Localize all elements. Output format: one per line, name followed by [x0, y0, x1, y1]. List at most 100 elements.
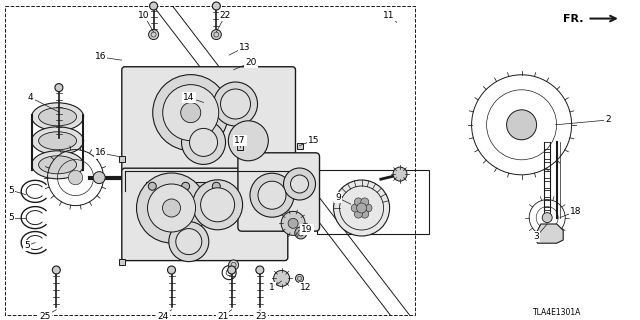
Text: 5: 5 [9, 186, 14, 195]
Text: 20: 20 [245, 58, 257, 67]
Polygon shape [146, 182, 223, 191]
Bar [544, 162, 550, 169]
Polygon shape [534, 224, 563, 243]
Circle shape [284, 168, 316, 200]
Text: 21: 21 [217, 312, 228, 320]
Text: 16: 16 [95, 148, 106, 157]
Circle shape [258, 181, 286, 209]
Circle shape [291, 175, 308, 193]
Circle shape [507, 110, 536, 140]
Circle shape [364, 204, 372, 212]
Text: TLA4E1301A: TLA4E1301A [532, 308, 581, 317]
Circle shape [136, 173, 207, 243]
Text: 12: 12 [300, 284, 312, 292]
Circle shape [212, 182, 220, 190]
Text: 24: 24 [157, 312, 169, 320]
Circle shape [55, 84, 63, 92]
Bar [544, 210, 550, 217]
Bar [118, 260, 125, 265]
Circle shape [281, 211, 305, 235]
Circle shape [176, 228, 202, 255]
Circle shape [169, 221, 209, 262]
Circle shape [228, 266, 236, 274]
Bar [118, 156, 125, 162]
Bar [544, 181, 550, 188]
Circle shape [148, 182, 156, 190]
Text: 15: 15 [308, 136, 319, 145]
FancyBboxPatch shape [122, 67, 296, 194]
Circle shape [288, 218, 298, 228]
Circle shape [168, 266, 175, 274]
Text: 23: 23 [255, 312, 267, 320]
Circle shape [200, 188, 235, 222]
Circle shape [542, 212, 552, 223]
Circle shape [221, 89, 250, 119]
Circle shape [543, 213, 552, 222]
Bar [5, 6, 415, 315]
Text: FR.: FR. [563, 13, 584, 24]
Text: 2: 2 [605, 116, 611, 124]
Ellipse shape [38, 156, 77, 174]
Circle shape [355, 198, 362, 206]
Text: 13: 13 [239, 43, 250, 52]
Bar [544, 152, 550, 159]
Circle shape [148, 29, 159, 40]
Text: 19: 19 [301, 225, 313, 234]
Circle shape [93, 172, 105, 184]
Bar [544, 171, 550, 178]
Text: 10: 10 [138, 11, 150, 20]
Circle shape [163, 199, 180, 217]
Circle shape [148, 184, 196, 232]
Text: 5: 5 [9, 213, 14, 222]
Circle shape [214, 82, 257, 126]
Text: 1: 1 [269, 284, 275, 292]
Circle shape [508, 111, 536, 139]
Text: 16: 16 [95, 52, 106, 61]
Text: 5: 5 [24, 241, 29, 250]
Circle shape [361, 198, 369, 206]
Bar [544, 190, 550, 197]
Ellipse shape [31, 151, 84, 179]
Circle shape [189, 128, 218, 156]
Circle shape [333, 180, 390, 236]
Text: 9: 9 [335, 193, 340, 202]
Ellipse shape [38, 108, 77, 126]
Circle shape [355, 210, 362, 218]
FancyBboxPatch shape [238, 153, 319, 231]
Ellipse shape [513, 127, 531, 139]
Bar [317, 170, 429, 234]
Text: 18: 18 [570, 207, 582, 216]
Circle shape [351, 204, 359, 212]
Text: 25: 25 [39, 312, 51, 320]
Circle shape [163, 84, 219, 140]
Circle shape [356, 203, 367, 213]
Bar [296, 143, 303, 148]
Circle shape [212, 2, 220, 10]
Text: 4: 4 [28, 93, 33, 102]
Circle shape [182, 120, 225, 164]
Circle shape [198, 97, 209, 108]
Ellipse shape [38, 132, 77, 150]
Text: 17: 17 [234, 136, 246, 145]
Circle shape [182, 182, 189, 190]
Circle shape [150, 2, 157, 10]
Ellipse shape [31, 127, 84, 155]
Circle shape [256, 266, 264, 274]
Text: 3: 3 [534, 232, 539, 241]
Circle shape [153, 75, 228, 151]
Circle shape [180, 103, 201, 123]
Text: 14: 14 [183, 93, 195, 102]
Circle shape [228, 260, 239, 270]
FancyBboxPatch shape [122, 168, 288, 260]
Circle shape [296, 274, 303, 282]
Bar [544, 200, 550, 207]
Bar [544, 142, 550, 149]
Circle shape [250, 173, 294, 217]
Ellipse shape [31, 103, 84, 131]
Circle shape [52, 266, 60, 274]
Circle shape [361, 210, 369, 218]
Circle shape [295, 227, 307, 239]
Circle shape [193, 180, 243, 230]
Ellipse shape [513, 111, 531, 123]
Circle shape [274, 270, 290, 286]
